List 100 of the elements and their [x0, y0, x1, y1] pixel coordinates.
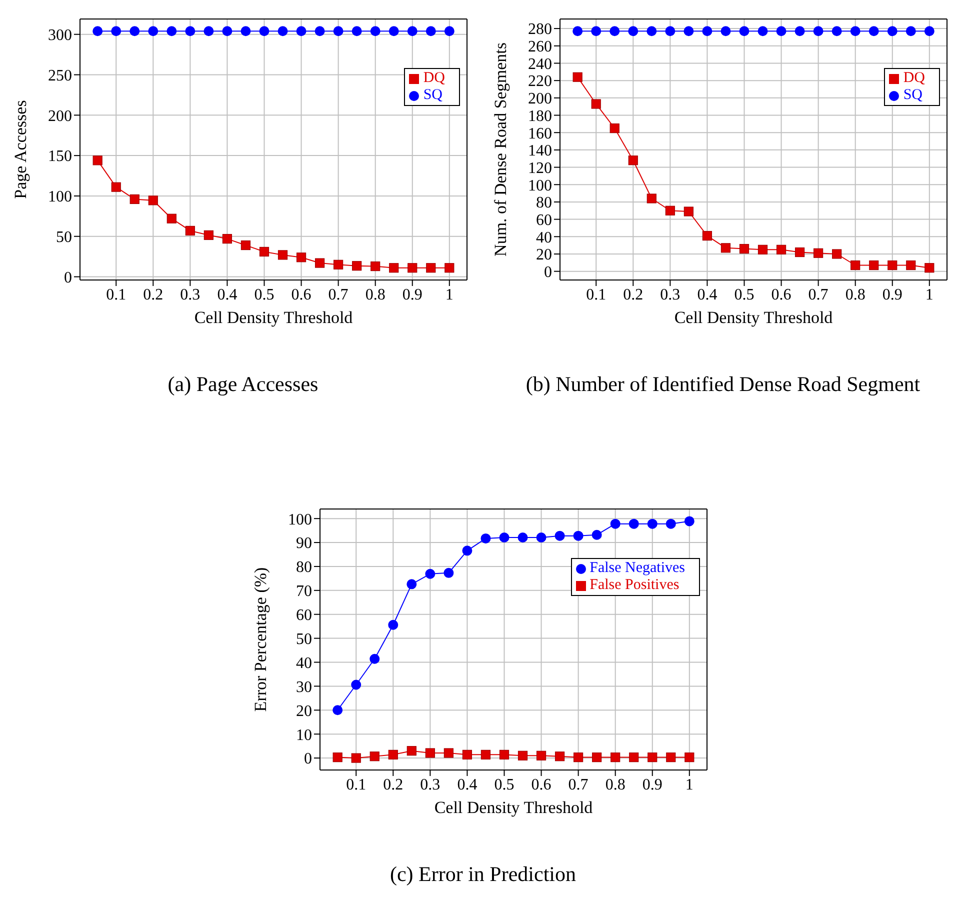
point [204, 230, 214, 240]
x-tick-label: 0.1 [586, 286, 606, 304]
point [499, 750, 510, 760]
y-tick-label: 10 [296, 726, 312, 744]
point [573, 530, 584, 541]
point [702, 26, 712, 36]
point [408, 263, 418, 273]
point [351, 753, 361, 763]
point [425, 748, 435, 758]
point [869, 260, 879, 270]
y-tick-label: 40 [296, 654, 312, 672]
x-tick-label: 0.7 [808, 286, 828, 304]
point [370, 26, 380, 36]
point [444, 26, 454, 36]
point [720, 243, 731, 253]
point [702, 230, 712, 241]
y-axis-title: Num. of Dense Road Segments [491, 42, 510, 256]
point [684, 752, 694, 762]
point [647, 518, 658, 529]
point [204, 26, 214, 36]
point [758, 26, 768, 36]
point [388, 750, 398, 760]
point [370, 654, 380, 664]
point [407, 26, 418, 36]
point [444, 748, 454, 758]
y-tick-label: 140 [528, 142, 552, 160]
point [185, 226, 195, 236]
x-tick-label: 1 [925, 286, 934, 304]
point [684, 516, 694, 526]
x-tick-label: 0.4 [697, 286, 718, 304]
point [130, 26, 140, 36]
point [610, 752, 620, 762]
x-tick-label: 1 [445, 286, 454, 304]
point [92, 156, 102, 166]
x-tick-label: 0.4 [217, 286, 238, 304]
point [148, 196, 158, 206]
y-tick-label: 0 [304, 750, 312, 768]
point [426, 26, 436, 36]
x-tick-label: 0.1 [106, 286, 126, 304]
x-tick-label: 0.2 [383, 776, 404, 794]
text: (b) Number of Identified Dense Road Segment [524, 372, 922, 397]
x-tick-label: 0.6 [531, 776, 552, 794]
point [665, 206, 675, 216]
x-tick-label: 0.6 [771, 286, 792, 304]
point [444, 568, 454, 578]
text: (c) Error in Prediction [388, 862, 578, 887]
point [462, 546, 472, 556]
y-tick-label: 70 [296, 583, 312, 600]
y-tick-label: 200 [48, 108, 72, 125]
x-tick-label: 0.5 [494, 776, 514, 794]
y-tick-label: 50 [56, 229, 72, 246]
y-tick-label: 30 [296, 678, 312, 696]
point [572, 26, 583, 36]
point [924, 263, 934, 273]
point [888, 260, 898, 270]
point [554, 752, 565, 762]
point [610, 123, 620, 134]
point [278, 250, 288, 260]
point [648, 752, 658, 762]
point [739, 26, 750, 36]
point [480, 750, 491, 760]
y-tick-label: 60 [296, 607, 312, 624]
point [628, 518, 639, 529]
y-axis-title: Page Accesses [11, 100, 30, 199]
point [572, 72, 582, 82]
x-tick-label: 0.9 [402, 286, 422, 304]
x-tick-label: 1 [685, 776, 694, 794]
point [758, 244, 768, 254]
y-tick-label: 160 [528, 125, 552, 142]
y-tick-label: 250 [48, 67, 72, 84]
point [296, 26, 306, 36]
point [813, 26, 824, 36]
point [406, 579, 417, 590]
x-tick-label: 0.5 [254, 286, 274, 304]
y-tick-label: 40 [536, 229, 552, 246]
point [684, 26, 694, 36]
x-axis-title: Cell Density Threshold [194, 308, 354, 327]
point [222, 26, 232, 36]
y-tick-label: 90 [296, 535, 312, 552]
point [536, 532, 546, 542]
point [646, 26, 657, 36]
point [389, 263, 399, 273]
point [665, 26, 676, 36]
point [739, 244, 750, 254]
point [924, 26, 934, 36]
point [666, 518, 676, 529]
point [444, 263, 454, 273]
point [776, 244, 786, 254]
point [591, 99, 601, 109]
y-tick-label: 100 [48, 188, 72, 206]
point [406, 746, 416, 756]
x-tick-label: 0.7 [568, 776, 588, 794]
y-tick-label: 240 [528, 56, 552, 73]
point [426, 263, 436, 273]
point [518, 532, 528, 542]
point [259, 26, 270, 36]
x-axis-title: Cell Density Threshold [674, 308, 834, 327]
point [906, 260, 916, 270]
y-tick-label: 280 [528, 21, 552, 38]
y-tick-label: 100 [288, 511, 312, 528]
